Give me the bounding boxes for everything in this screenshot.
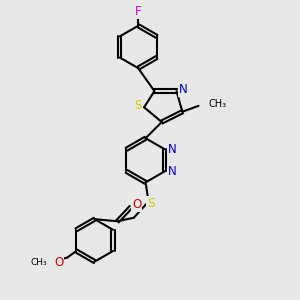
Text: CH₃: CH₃ xyxy=(209,99,227,110)
Text: N: N xyxy=(168,143,176,156)
Text: N: N xyxy=(168,165,176,178)
Text: S: S xyxy=(147,197,155,210)
Text: O: O xyxy=(132,198,141,211)
Text: O: O xyxy=(54,256,63,269)
Text: N: N xyxy=(178,83,188,96)
Text: S: S xyxy=(134,99,142,112)
Text: CH₃: CH₃ xyxy=(30,258,47,267)
Text: F: F xyxy=(135,5,142,18)
